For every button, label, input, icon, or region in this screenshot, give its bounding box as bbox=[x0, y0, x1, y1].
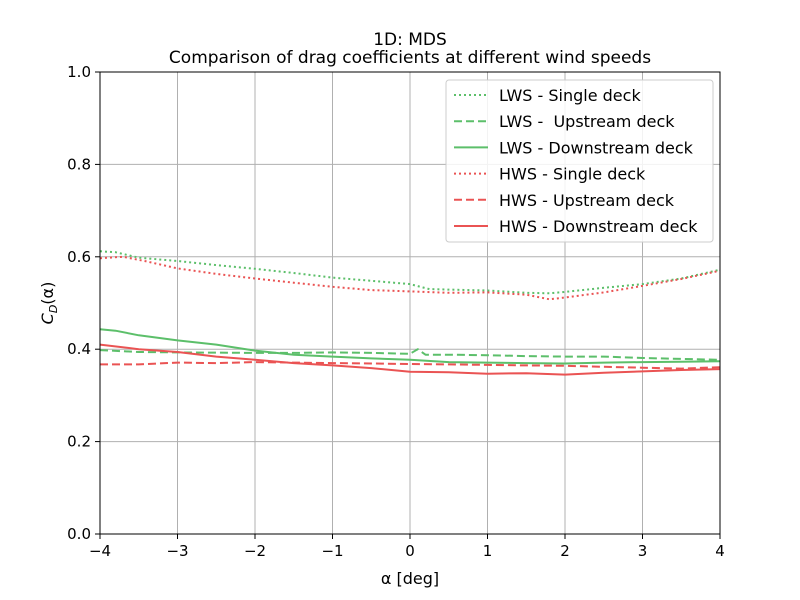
y-tick-label: 0.8 bbox=[67, 155, 91, 173]
x-tick-label: 3 bbox=[638, 542, 648, 560]
legend-box bbox=[445, 79, 714, 243]
y-axis-ticks: 0.0 0.2 0.4 0.6 0.8 1.0 bbox=[67, 63, 100, 543]
legend-label-6: HWS - Downstream deck bbox=[499, 217, 698, 236]
chart-title: 1D: MDS bbox=[373, 30, 447, 50]
y-tick-label: 0.2 bbox=[67, 433, 91, 451]
data-series bbox=[99, 250, 721, 376]
legend-label-1: LWS - Single deck bbox=[499, 86, 641, 105]
x-axis-ticks: −4 −3 −2 −1 0 1 2 3 4 bbox=[89, 534, 725, 560]
y-axis-label-main: C bbox=[38, 312, 57, 324]
y-tick-label: 0.4 bbox=[67, 340, 91, 358]
x-tick-label: −4 bbox=[89, 542, 111, 560]
series-line-3 bbox=[99, 328, 721, 365]
y-axis-label-sub: D bbox=[47, 305, 60, 313]
legend-label-4: HWS - Single deck bbox=[499, 165, 646, 184]
x-tick-label: 1 bbox=[483, 542, 493, 560]
x-tick-label: 4 bbox=[715, 542, 725, 560]
series-line-6 bbox=[99, 343, 721, 376]
legend-label-2: LWS - Upstream deck bbox=[499, 112, 675, 131]
x-tick-label: −3 bbox=[166, 542, 188, 560]
y-tick-label: 0.6 bbox=[67, 248, 91, 266]
x-tick-label: −2 bbox=[244, 542, 266, 560]
legend: LWS - Single deck LWS - Upstream deck LWS … bbox=[445, 79, 714, 243]
series-line-1 bbox=[99, 250, 721, 295]
x-tick-label: 0 bbox=[405, 542, 415, 560]
y-axis-label: CD(α) bbox=[38, 282, 60, 325]
chart-subtitle: Comparison of drag coefficients at diffe… bbox=[169, 48, 651, 68]
legend-label-3: LWS - Downstream deck bbox=[499, 138, 694, 157]
y-tick-label: 0.0 bbox=[67, 525, 91, 543]
x-tick-label: 2 bbox=[560, 542, 570, 560]
x-axis-label: α [deg] bbox=[381, 569, 439, 588]
y-axis-label-tail: (α) bbox=[38, 282, 57, 305]
y-tick-label: 1.0 bbox=[67, 63, 91, 81]
series-line-5 bbox=[100, 361, 721, 370]
x-tick-label: −1 bbox=[321, 542, 343, 560]
legend-label-5: HWS - Upstream deck bbox=[499, 191, 675, 210]
